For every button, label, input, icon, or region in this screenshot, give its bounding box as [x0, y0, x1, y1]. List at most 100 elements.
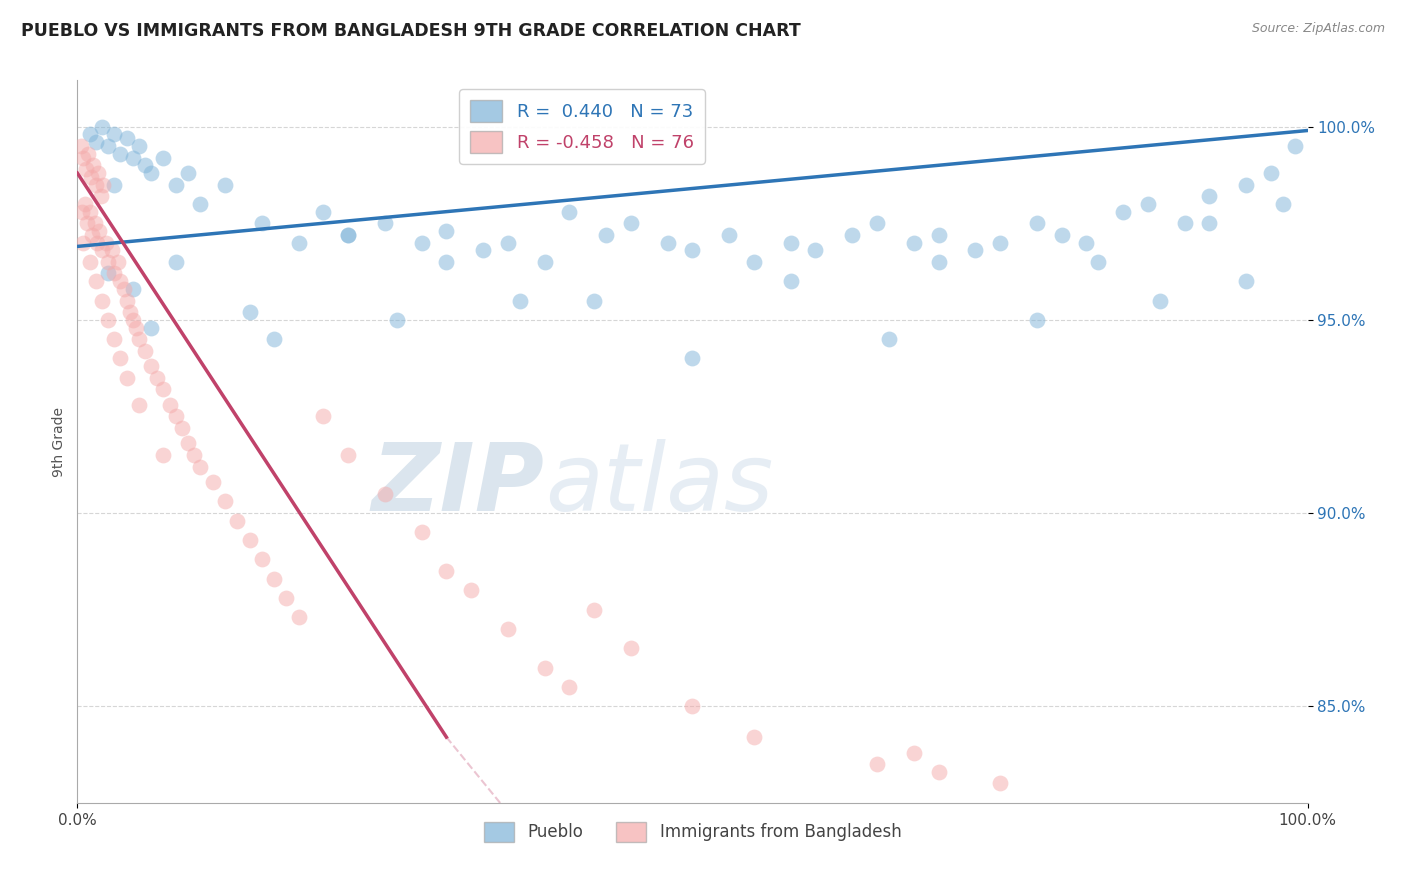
- Point: [436, 224, 458, 238]
- Point: [72, 235, 94, 250]
- Point: [165, 255, 187, 269]
- Point: [97, 267, 120, 281]
- Point: [90, 189, 112, 203]
- Text: ZIP: ZIP: [373, 439, 546, 531]
- Point: [903, 746, 925, 760]
- Point: [780, 235, 803, 250]
- Point: [682, 699, 704, 714]
- Point: [177, 166, 200, 180]
- Point: [110, 146, 132, 161]
- Point: [239, 305, 262, 319]
- Point: [472, 244, 495, 258]
- Point: [134, 343, 156, 358]
- Point: [250, 216, 273, 230]
- Point: [226, 514, 249, 528]
- Point: [263, 332, 285, 346]
- Point: [103, 128, 125, 142]
- Point: [84, 135, 107, 149]
- Text: Source: ZipAtlas.com: Source: ZipAtlas.com: [1251, 22, 1385, 36]
- Point: [80, 169, 103, 184]
- Point: [879, 332, 901, 346]
- Point: [103, 267, 125, 281]
- Point: [928, 764, 950, 779]
- Point: [620, 641, 643, 656]
- Point: [312, 409, 335, 424]
- Point: [101, 244, 124, 258]
- Point: [1026, 313, 1049, 327]
- Point: [72, 151, 94, 165]
- Point: [250, 552, 273, 566]
- Point: [70, 204, 93, 219]
- Point: [1112, 204, 1135, 219]
- Point: [121, 282, 143, 296]
- Point: [509, 293, 531, 308]
- Point: [1234, 178, 1257, 192]
- Point: [312, 204, 335, 219]
- Point: [83, 216, 105, 230]
- Point: [928, 227, 950, 242]
- Point: [718, 227, 741, 242]
- Point: [337, 227, 360, 242]
- Point: [82, 158, 104, 172]
- Point: [91, 178, 114, 192]
- Point: [159, 398, 181, 412]
- Point: [1026, 216, 1049, 230]
- Point: [141, 166, 163, 180]
- Point: [534, 255, 557, 269]
- Point: [86, 235, 108, 250]
- Point: [97, 139, 120, 153]
- Point: [128, 332, 150, 346]
- Point: [411, 235, 433, 250]
- Point: [97, 255, 120, 269]
- Point: [1198, 189, 1220, 203]
- Point: [374, 216, 396, 230]
- Point: [620, 216, 643, 230]
- Point: [97, 313, 120, 327]
- Point: [988, 235, 1011, 250]
- Point: [496, 235, 519, 250]
- Point: [1234, 274, 1257, 288]
- Point: [583, 602, 606, 616]
- Point: [595, 227, 617, 242]
- Point: [460, 583, 482, 598]
- Point: [79, 255, 101, 269]
- Point: [84, 178, 107, 192]
- Point: [110, 351, 132, 366]
- Point: [682, 351, 704, 366]
- Point: [165, 178, 187, 192]
- Point: [1050, 227, 1073, 242]
- Point: [804, 244, 827, 258]
- Point: [1076, 235, 1098, 250]
- Point: [141, 320, 163, 334]
- Point: [534, 660, 557, 674]
- Point: [903, 235, 925, 250]
- Point: [112, 282, 135, 296]
- Point: [79, 128, 101, 142]
- Point: [583, 293, 606, 308]
- Point: [115, 293, 138, 308]
- Point: [988, 776, 1011, 790]
- Point: [1260, 166, 1282, 180]
- Point: [436, 255, 458, 269]
- Point: [263, 572, 285, 586]
- Point: [1272, 197, 1295, 211]
- Point: [152, 383, 174, 397]
- Point: [742, 730, 765, 744]
- Point: [214, 178, 236, 192]
- Point: [558, 680, 581, 694]
- Point: [436, 564, 458, 578]
- Point: [188, 459, 212, 474]
- Point: [103, 178, 125, 192]
- Point: [1284, 139, 1306, 153]
- Point: [128, 398, 150, 412]
- Point: [201, 475, 224, 489]
- Point: [288, 610, 311, 624]
- Point: [87, 166, 110, 180]
- Point: [780, 274, 803, 288]
- Point: [110, 274, 132, 288]
- Point: [866, 757, 889, 772]
- Point: [385, 313, 409, 327]
- Point: [177, 436, 200, 450]
- Point: [146, 371, 169, 385]
- Point: [90, 293, 114, 308]
